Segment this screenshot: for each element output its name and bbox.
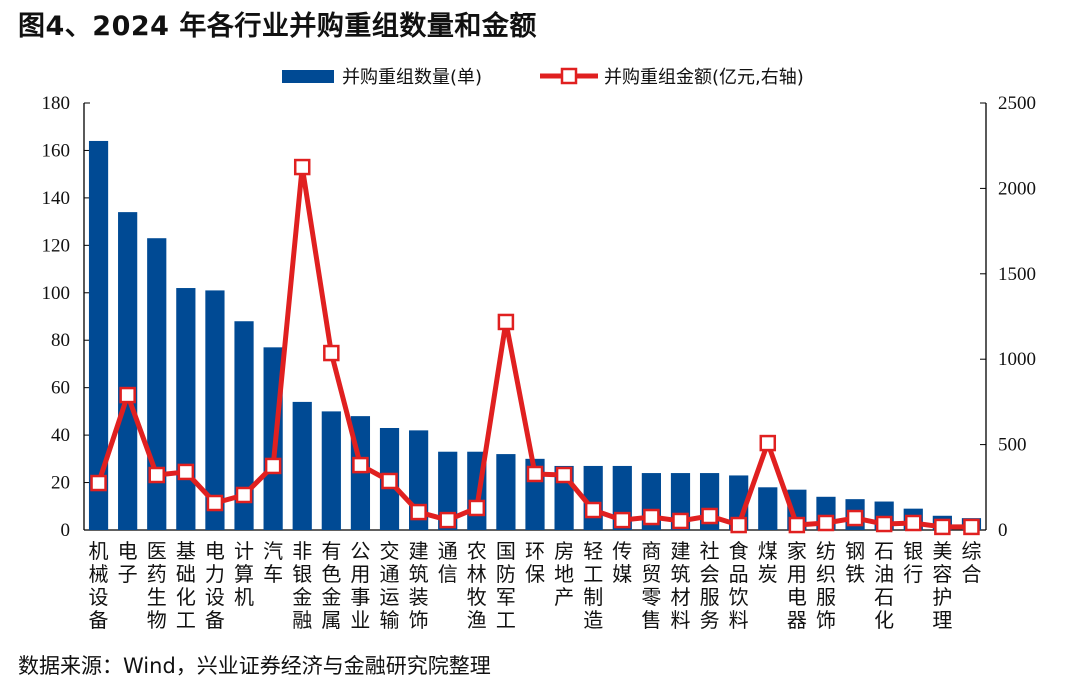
- legend-bar-label: 并购重组数量(单): [342, 67, 482, 88]
- line-marker: [439, 511, 456, 529]
- line-marker: [614, 511, 631, 529]
- line-marker: [643, 508, 660, 526]
- category-label: 电力设备: [205, 539, 225, 632]
- category-label: 美容护理: [932, 539, 952, 632]
- category-label: 医药生物: [147, 539, 167, 632]
- y-left-tick-label: 40: [51, 425, 70, 446]
- category-label: 商贸零售: [641, 539, 661, 632]
- bar: [234, 321, 254, 530]
- y-right-tick-label: 0: [998, 520, 1008, 541]
- category-label: 通信: [438, 539, 458, 586]
- bar: [438, 451, 458, 530]
- category-label: 计算机: [234, 539, 254, 609]
- bar: [118, 212, 138, 530]
- bar: [583, 465, 603, 530]
- category-label: 家用电器: [787, 539, 807, 632]
- category-label: 食品饮料: [729, 539, 749, 632]
- bar: [205, 290, 225, 530]
- line-marker: [526, 465, 544, 483]
- category-label: 传媒: [612, 539, 632, 586]
- category-label: 有色金属: [321, 539, 341, 632]
- y-left-tick-label: 120: [42, 235, 71, 256]
- line-marker: [293, 158, 311, 176]
- category-label: 综合: [961, 539, 981, 586]
- line-marker: [963, 518, 980, 536]
- category-label: 环保: [525, 539, 545, 586]
- chart-title: 图4、2024 年各行业并购重组数量和金额: [18, 11, 537, 42]
- line-marker: [497, 313, 515, 331]
- category-label: 建筑装饰: [409, 539, 429, 632]
- y-right-tick-label: 500: [998, 435, 1027, 456]
- line-marker: [846, 509, 864, 527]
- line-marker: [90, 474, 107, 492]
- category-label: 纺织服饰: [816, 539, 836, 632]
- line-marker: [905, 514, 922, 532]
- line-marker: [119, 386, 136, 404]
- y-right-tick-label: 1500: [998, 264, 1036, 285]
- bar: [496, 454, 516, 530]
- y-right-tick-label: 1000: [998, 349, 1036, 370]
- y-left-tick-label: 60: [51, 378, 70, 399]
- category-label: 石油石化: [874, 539, 894, 632]
- category-label: 国防军工: [496, 539, 516, 632]
- category-label: 公用事业: [350, 539, 370, 632]
- line-marker: [235, 486, 253, 504]
- category-label: 交通运输: [380, 539, 400, 632]
- legend-line-marker: [560, 67, 578, 85]
- line-marker: [875, 515, 893, 533]
- bar: [88, 140, 109, 530]
- y-left-tick-label: 100: [42, 283, 71, 304]
- y-right-tick-label: 2500: [998, 93, 1036, 114]
- line-marker: [555, 466, 573, 484]
- line-marker: [730, 516, 747, 534]
- y-left-tick-label: 20: [51, 473, 70, 494]
- line-marker: [264, 457, 282, 475]
- line-marker: [177, 463, 195, 481]
- y-right-tick-label: 2000: [998, 178, 1036, 199]
- line-marker: [584, 501, 602, 519]
- line-marker: [817, 514, 835, 532]
- line-marker: [206, 494, 224, 512]
- line-marker: [934, 518, 951, 536]
- category-label: 电子: [118, 539, 138, 586]
- line-marker: [672, 512, 689, 530]
- line-marker: [701, 507, 718, 525]
- bar: [176, 288, 196, 530]
- bar: [147, 238, 167, 530]
- category-label: 基础化工: [176, 539, 196, 632]
- line-marker: [788, 516, 806, 534]
- line-marker: [468, 499, 486, 517]
- bar: [292, 401, 312, 530]
- line-marker: [759, 434, 777, 452]
- line-marker: [410, 503, 427, 521]
- line-marker: [381, 472, 398, 490]
- legend-bar-swatch: [282, 70, 334, 83]
- y-left-tick-label: 140: [42, 188, 71, 209]
- y-left-tick-label: 80: [51, 330, 70, 351]
- source-note: 数据来源：Wind，兴业证券经济与金融研究院整理: [18, 654, 491, 678]
- line-marker: [323, 344, 340, 362]
- line-marker: [352, 456, 369, 474]
- line-marker: [148, 466, 165, 484]
- bar: [758, 487, 778, 530]
- category-label: 钢铁: [845, 539, 865, 586]
- category-label: 建筑材料: [670, 539, 690, 632]
- y-left-tick-label: 160: [42, 140, 71, 161]
- category-label: 农林牧渔: [467, 539, 487, 632]
- category-label: 社会服务: [700, 539, 720, 632]
- category-label: 机械设备: [89, 539, 109, 632]
- category-label: 非银金融: [292, 539, 312, 632]
- y-left-tick-label: 0: [61, 520, 71, 541]
- category-label: 轻工制造: [583, 539, 603, 632]
- category-label: 银行: [903, 539, 923, 586]
- legend-line-label: 并购重组金额(亿元,右轴): [604, 67, 804, 88]
- y-left-tick-label: 180: [42, 93, 71, 114]
- category-label: 房地产: [554, 539, 574, 609]
- category-label: 汽车: [263, 539, 283, 586]
- category-label: 煤炭: [758, 539, 778, 586]
- bar: [321, 411, 341, 530]
